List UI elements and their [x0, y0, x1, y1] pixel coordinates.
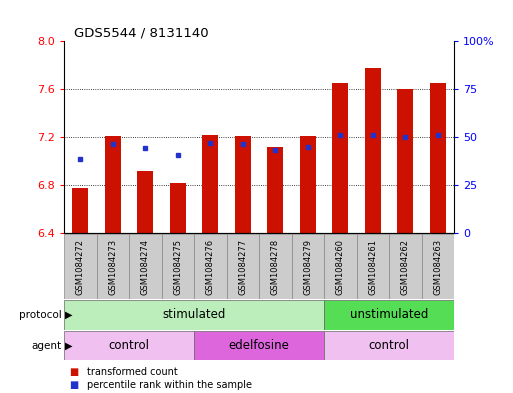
Text: GSM1084274: GSM1084274: [141, 239, 150, 295]
Text: control: control: [368, 339, 409, 352]
Bar: [332, 83, 348, 233]
Bar: [429, 83, 446, 233]
Text: GSM1084263: GSM1084263: [433, 239, 442, 295]
Bar: [389, 234, 422, 299]
Bar: [259, 234, 291, 299]
Text: percentile rank within the sample: percentile rank within the sample: [87, 380, 252, 390]
Text: GSM1084275: GSM1084275: [173, 239, 182, 295]
Bar: [162, 234, 194, 299]
Text: agent: agent: [31, 341, 62, 351]
Text: ■: ■: [69, 380, 78, 390]
Bar: [422, 234, 454, 299]
Text: transformed count: transformed count: [87, 367, 178, 377]
Bar: [324, 300, 454, 330]
Bar: [300, 136, 316, 233]
Text: GSM1084278: GSM1084278: [271, 239, 280, 295]
Text: ▶: ▶: [65, 310, 73, 320]
Text: GSM1084260: GSM1084260: [336, 239, 345, 295]
Bar: [96, 234, 129, 299]
Text: ▶: ▶: [65, 341, 73, 351]
Bar: [397, 89, 413, 233]
Bar: [324, 234, 357, 299]
Text: edelfosine: edelfosine: [229, 339, 289, 352]
Text: GDS5544 / 8131140: GDS5544 / 8131140: [74, 26, 209, 39]
Text: GSM1084279: GSM1084279: [303, 239, 312, 295]
Bar: [170, 183, 186, 233]
Text: control: control: [109, 339, 150, 352]
Text: GSM1084272: GSM1084272: [76, 239, 85, 295]
Bar: [72, 187, 89, 233]
Text: GSM1084276: GSM1084276: [206, 239, 215, 295]
Bar: [194, 331, 324, 360]
Bar: [64, 331, 194, 360]
Text: GSM1084262: GSM1084262: [401, 239, 410, 295]
Bar: [194, 234, 227, 299]
Bar: [129, 234, 162, 299]
Text: stimulated: stimulated: [163, 309, 226, 321]
Text: unstimulated: unstimulated: [350, 309, 428, 321]
Bar: [227, 234, 259, 299]
Bar: [137, 171, 153, 233]
Bar: [291, 234, 324, 299]
Bar: [324, 331, 454, 360]
Text: GSM1084273: GSM1084273: [108, 239, 117, 295]
Bar: [105, 136, 121, 233]
Bar: [64, 234, 96, 299]
Text: GSM1084261: GSM1084261: [368, 239, 377, 295]
Text: GSM1084277: GSM1084277: [239, 239, 247, 295]
Bar: [64, 300, 324, 330]
Bar: [267, 147, 283, 233]
Text: ■: ■: [69, 367, 78, 377]
Bar: [365, 68, 381, 233]
Text: protocol: protocol: [19, 310, 62, 320]
Bar: [357, 234, 389, 299]
Bar: [234, 136, 251, 233]
Bar: [202, 135, 219, 233]
